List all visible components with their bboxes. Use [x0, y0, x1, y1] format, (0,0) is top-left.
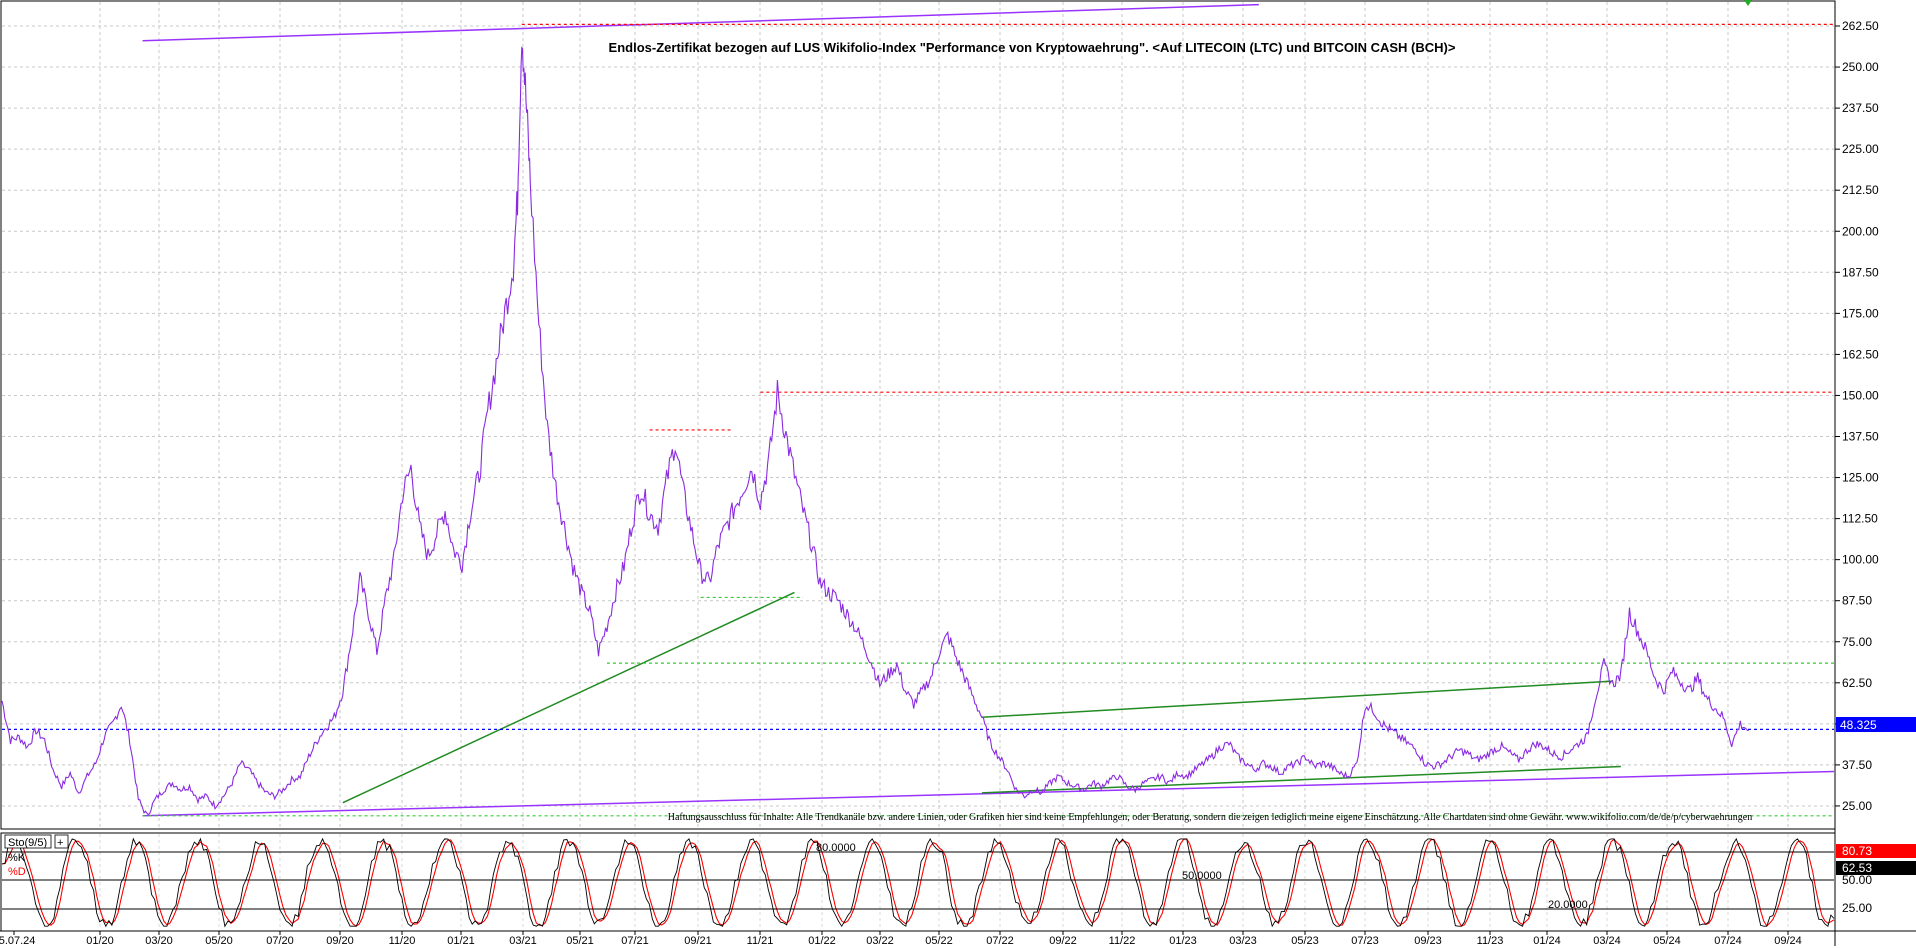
x-tick-label: 03/22 [866, 935, 894, 947]
x-tick-label: 09/20 [326, 935, 354, 947]
y-tick-label: 150.00 [1842, 388, 1879, 402]
d-value-box [1836, 861, 1916, 875]
sto-tick-50: 50.00 [1842, 873, 1872, 887]
d-value-label: 62.53 [1842, 861, 1872, 875]
top-indicator-icon [1744, 0, 1752, 6]
x-tick-label: 11/20 [389, 935, 416, 947]
x-tick-label: 03/21 [509, 935, 537, 947]
trend-lines [2, 3, 1835, 817]
x-tick-label: 03/20 [145, 935, 173, 947]
x-tick-label: 03/23 [1229, 935, 1257, 947]
y-tick-label: 237.50 [1842, 101, 1879, 115]
x-axis-ticks: 25.07.24 01/20 03/20 05/20 07/20 09/20 11/20 01… [0, 931, 1802, 947]
chart-title: Endlos-Zertifikat bezogen auf LUS Wikifo… [609, 40, 1456, 55]
plus-icon: + [57, 837, 63, 849]
gridlines [2, 2, 1834, 930]
y-tick-label: 187.50 [1842, 265, 1879, 279]
y-tick-label: 112.50 [1842, 512, 1878, 526]
x-tick-label: 11/21 [747, 935, 774, 947]
y-tick-label: 262.50 [1842, 19, 1879, 33]
y-tick-label: 137.50 [1842, 430, 1879, 444]
x-tick-label: 07/22 [986, 935, 1014, 947]
price-line [1, 46, 1749, 816]
annotation-line [981, 680, 1613, 719]
y-tick-label: 100.00 [1842, 553, 1879, 567]
current-price-label: 48.325 [1840, 718, 1877, 732]
x-tick-label: 05/20 [205, 935, 233, 947]
x-tick-label: 07/24 [1714, 935, 1742, 947]
level-80-label: 80.0000 [816, 842, 856, 854]
x-tick-label: 03/24 [1593, 935, 1621, 947]
annotation-line [981, 765, 1622, 794]
stochastic-label: Sto(9/5) [8, 837, 47, 849]
x-tick-label: 05/24 [1653, 935, 1681, 947]
x-tick-label: 09/24 [1774, 935, 1802, 947]
disclaimer-text: Haftungsausschluss für Inhalte: Alle Tre… [668, 812, 1753, 823]
x-tick-label: 05/21 [566, 935, 594, 947]
y-tick-label: 25.00 [1842, 799, 1872, 813]
y-axis-ticks: 262.50 250.00 237.50 225.00 212.50 200.00 187.… [1835, 19, 1879, 813]
x-tick-label: 05/23 [1291, 935, 1319, 947]
level-50-label: 50.0000 [1182, 870, 1222, 882]
x-tick-label: 05/22 [925, 935, 953, 947]
y-tick-label: 200.00 [1842, 224, 1879, 238]
x-tick-label: 11/22 [1109, 935, 1136, 947]
x-tick-label: 09/23 [1414, 935, 1442, 947]
annotation-line [142, 3, 1259, 42]
y-tick-label: 250.00 [1842, 60, 1879, 74]
annotation-line [142, 770, 1835, 817]
x-tick-label: 09/22 [1049, 935, 1077, 947]
y-tick-label: 62.50 [1842, 676, 1872, 690]
x-tick-label: 01/24 [1533, 935, 1561, 947]
x-tick-label: 07/21 [621, 935, 649, 947]
d-legend: %D [8, 866, 26, 878]
y-tick-label: 212.50 [1842, 183, 1879, 197]
d-line [1, 838, 1835, 927]
price-panel-frame [0, 0, 1836, 830]
y-tick-label: 125.00 [1842, 471, 1879, 485]
annotation-line [342, 591, 795, 804]
sto-tick-25: 25.00 [1842, 901, 1872, 915]
x-tick-label: 07/23 [1351, 935, 1379, 947]
k-value-label: 80.73 [1842, 844, 1872, 858]
x-tick-label: 01/20 [86, 935, 114, 947]
y-tick-label: 175.00 [1842, 306, 1879, 320]
y-tick-label: 75.00 [1842, 635, 1872, 649]
y-tick-label: 87.50 [1842, 594, 1872, 608]
x-tick-label: 09/21 [684, 935, 712, 947]
k-legend: %K [8, 852, 26, 864]
level-20-label: 20.0000 [1548, 899, 1588, 911]
y-tick-label: 162.50 [1842, 347, 1879, 361]
stochastic-series [1, 837, 1835, 928]
k-value-box [1836, 844, 1916, 858]
k-line [1, 837, 1835, 928]
x-tick-label: 11/23 [1477, 935, 1504, 947]
x-tick-label: 01/23 [1169, 935, 1197, 947]
x-tick-label: 01/21 [447, 935, 475, 947]
expand-button[interactable] [54, 834, 69, 849]
x-tick-label: 01/22 [808, 935, 836, 947]
x-tick-label: 25.07.24 [0, 935, 35, 947]
current-price-box [1836, 717, 1916, 732]
stochastic-label-box[interactable] [4, 834, 52, 849]
y-tick-label: 37.50 [1842, 758, 1872, 772]
y-tick-label: 225.00 [1842, 142, 1879, 156]
x-tick-label: 07/20 [266, 935, 294, 947]
price-series [1, 46, 1749, 816]
